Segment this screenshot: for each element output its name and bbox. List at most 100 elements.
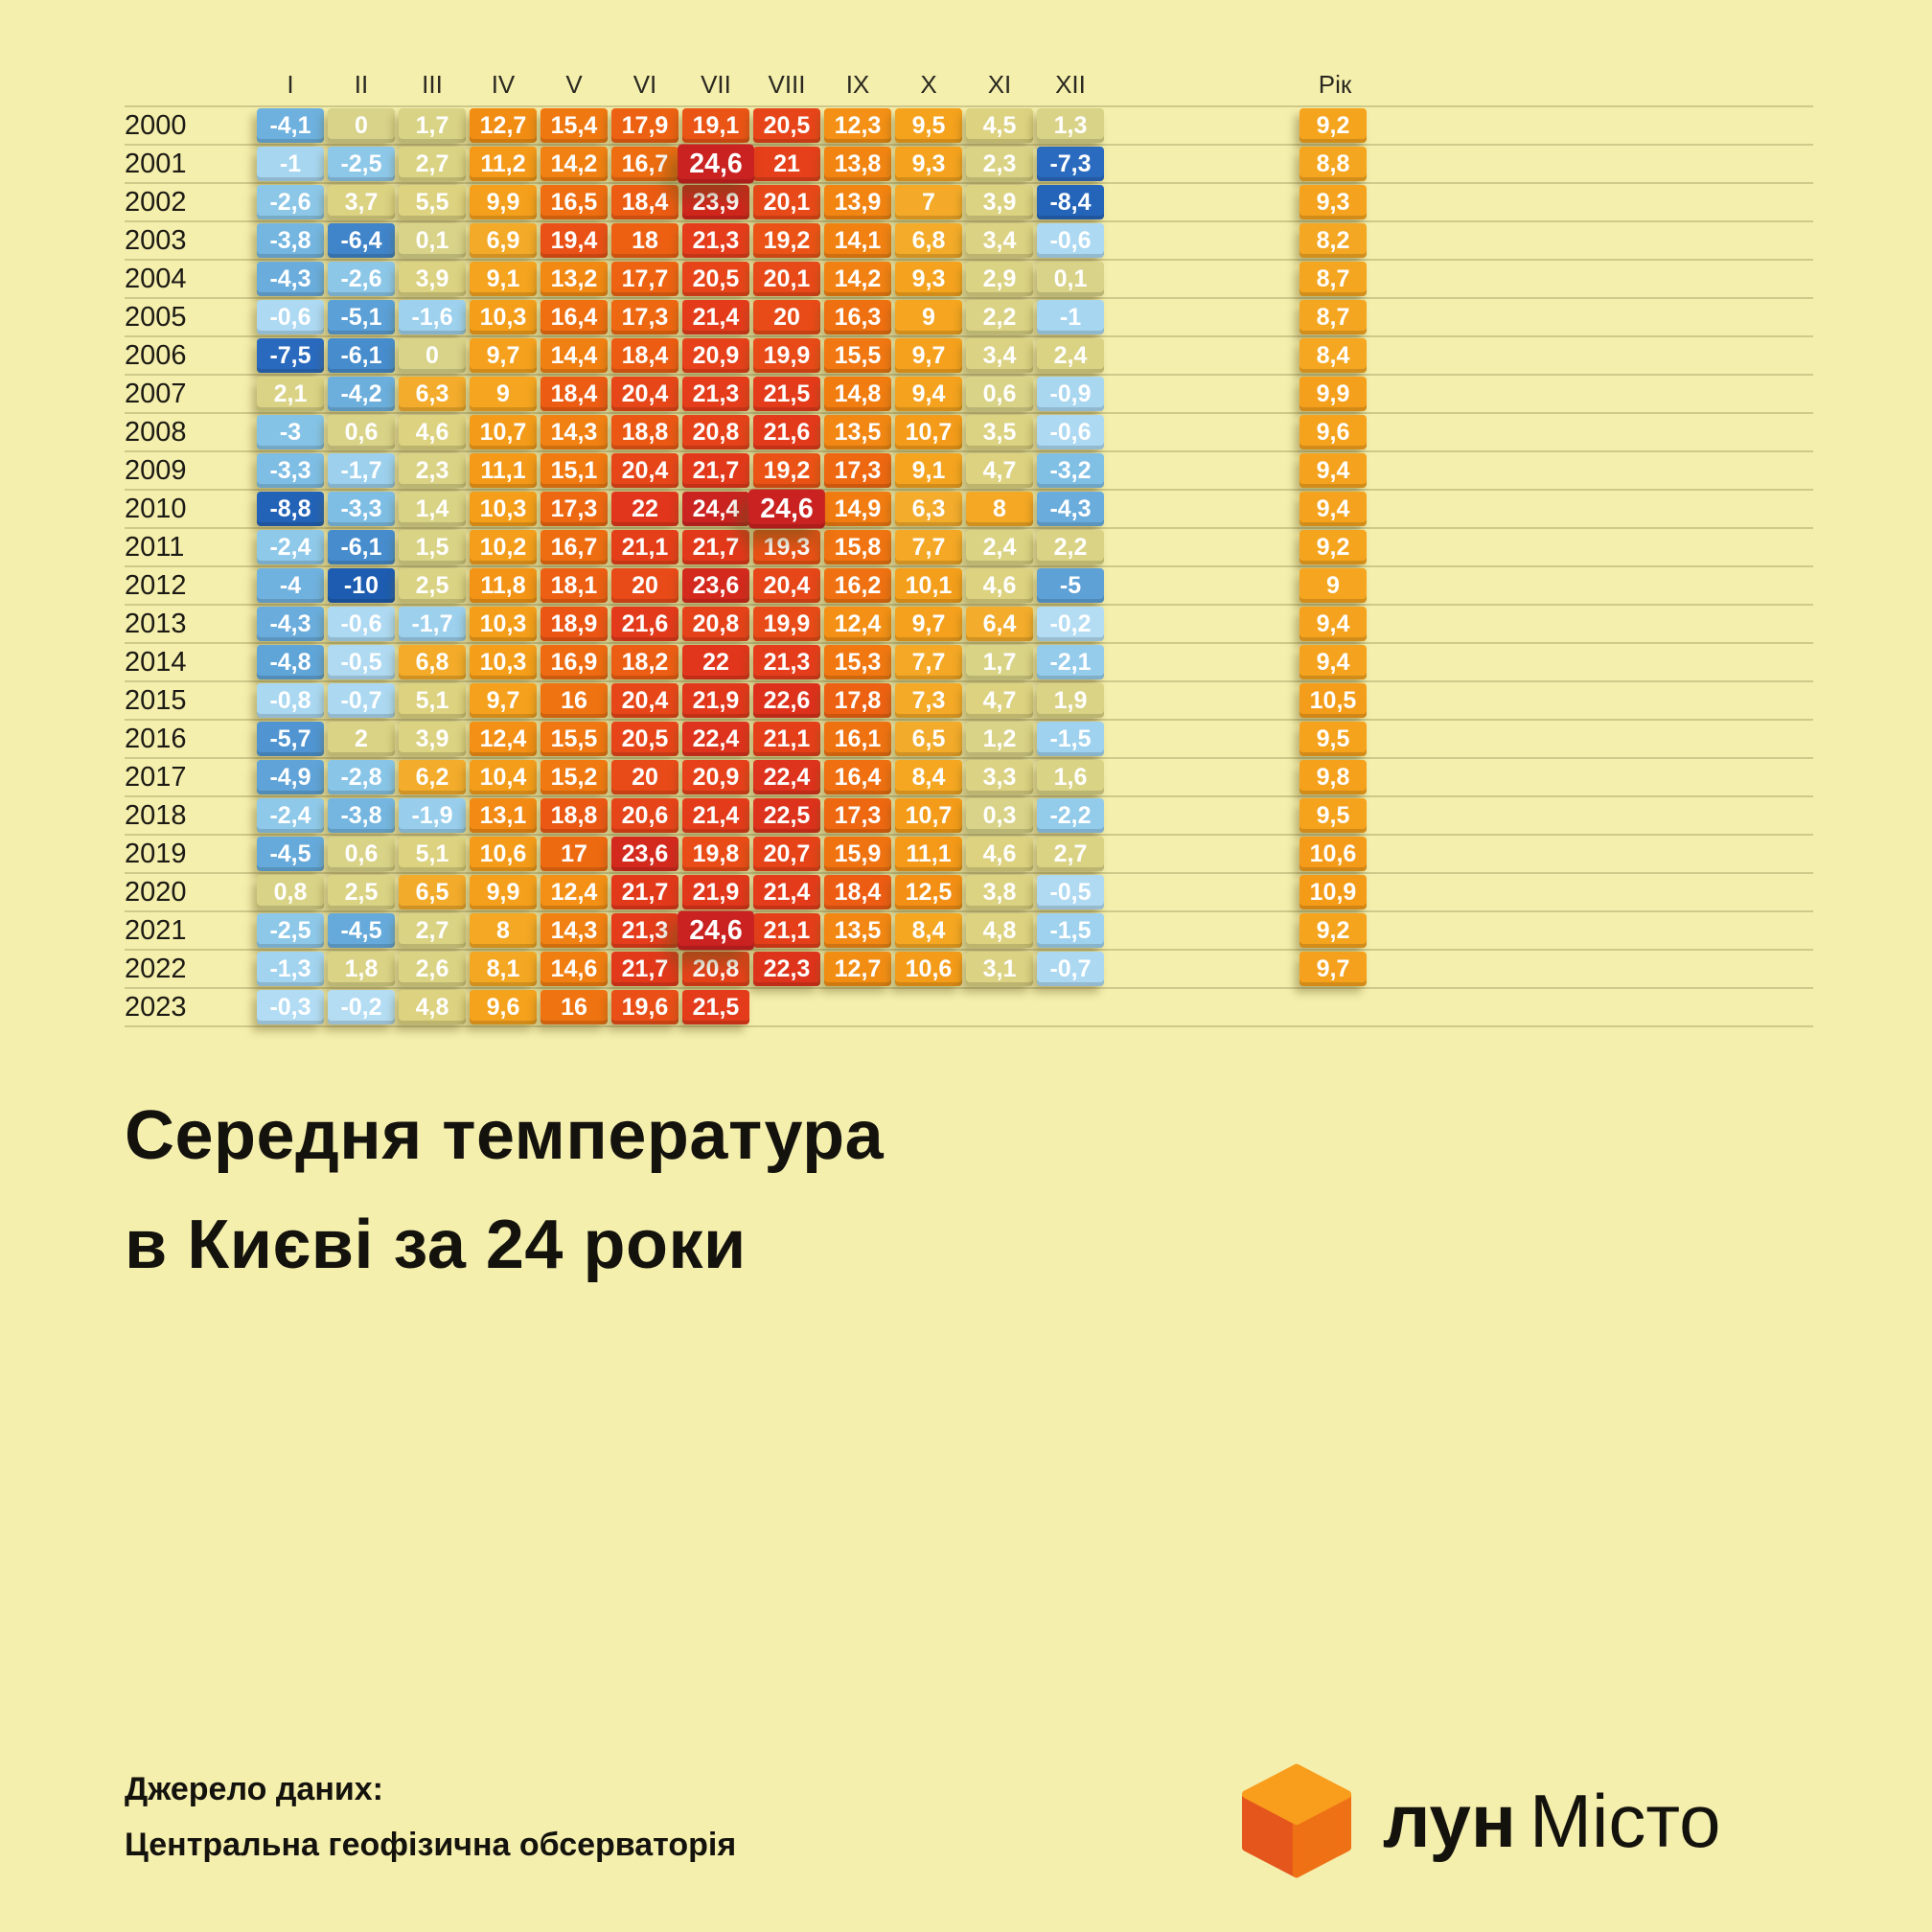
temp-cell: 19,4: [540, 223, 608, 258]
temp-cell: 19,9: [753, 338, 820, 373]
year-label: 2019: [125, 838, 187, 869]
month-cells: -4 -10 2,5 11,8 18,1 20 23,6 20,4 16,2 10,1 4,6 -5: [255, 568, 1106, 603]
temp-cell: -4,3: [1037, 492, 1104, 526]
month-cells: -5,7 2 3,9 12,4 15,5 20,5 22,4 21,1 16,1 6,5 1,2 -1…: [255, 722, 1106, 756]
temp-cell: 2,2: [966, 300, 1033, 334]
temp-cell: 1,4: [399, 492, 466, 526]
month-header: IX: [845, 69, 870, 99]
year-label: 2020: [125, 876, 187, 908]
temp-cell: 20,1: [753, 185, 820, 219]
temp-cell: 16,7: [540, 530, 608, 564]
temp-cell: 22,4: [753, 760, 820, 794]
year-average-cell: 10,6: [1300, 837, 1367, 871]
month-cells: -4,8 -0,5 6,8 10,3 16,9 18,2 22 21,3 15,3 7,7 1,7-…: [255, 645, 1106, 679]
temp-cell: 2,4: [966, 530, 1033, 564]
temp-cell: 10,7: [895, 415, 962, 449]
month-cells: -1,3 1,8 2,6 8,1 14,6 21,7 20,8 22,3 12,7 10,6 3,1…: [255, 952, 1106, 986]
month-cells: -2,6 3,7 5,5 9,9 16,5 18,4 23,9 20,1 13,9 7 3,9 -8,…: [255, 185, 1106, 219]
temp-cell: 18,4: [611, 185, 678, 219]
temp-cell: 4,7: [966, 683, 1033, 718]
year-average-cell: 9,4: [1300, 645, 1367, 679]
source-label: Джерело даних:: [125, 1771, 383, 1807]
temp-cell: 18,4: [611, 338, 678, 373]
temp-cell: 14,2: [540, 147, 608, 181]
temp-cell: 9,7: [470, 683, 537, 718]
temp-cell: 23,6: [611, 837, 678, 871]
year-row: 2004 -4,3 -2,6 3,9 9,1 13,2 17,7 20,5 20,1 14,2 9,…: [125, 261, 1813, 299]
temp-cell: 18: [611, 223, 678, 258]
temp-cell: 14,3: [540, 415, 608, 449]
temp-cell: 2,7: [399, 147, 466, 181]
temp-cell: 11,1: [470, 453, 537, 488]
temp-cell: -1,3: [257, 952, 324, 986]
temp-cell: 0: [399, 338, 466, 373]
temp-cell: 12,3: [824, 108, 891, 143]
month-cells: -2,4 -3,8 -1,9 13,1 18,8 20,6 21,4 22,5 17,3 10,7…: [255, 798, 1106, 833]
month-cells: -4,1 0 1,7 12,7 15,4 17,9 19,1 20,5 12,3 9,5 4,5 1,…: [255, 108, 1106, 143]
month-header: VIII: [768, 69, 806, 99]
temp-cell: 2,3: [399, 453, 466, 488]
temp-cell: 14,8: [824, 377, 891, 411]
temp-cell: 23,6: [682, 568, 749, 603]
temp-cell: 1,7: [399, 108, 466, 143]
temp-cell: -6,1: [328, 338, 395, 373]
logo-text: лун Місто: [1383, 1778, 1721, 1865]
temp-cell: -4,5: [257, 837, 324, 871]
temp-cell: 3,3: [966, 760, 1033, 794]
temp-cell: 20,4: [753, 568, 820, 603]
year-label: 2021: [125, 914, 187, 946]
temp-cell: -3,2: [1037, 453, 1104, 488]
month-header: XII: [1055, 69, 1086, 99]
year-average-cell: 10,5: [1300, 683, 1367, 718]
temp-cell: 21,5: [682, 990, 749, 1024]
temp-cell: 2,5: [399, 568, 466, 603]
temp-cell: 17,3: [540, 492, 608, 526]
temp-cell: 22: [682, 645, 749, 679]
temp-cell: 11,8: [470, 568, 537, 603]
year-row: 2006 -7,5 -6,1 0 9,7 14,4 18,4 20,9 19,9 15,5 9,7 3…: [125, 337, 1813, 376]
year-row: 2005 -0,6 -5,1 -1,6 10,3 16,4 17,3 21,4 20 16,3 9 2…: [125, 299, 1813, 337]
temp-cell: 9,1: [895, 453, 962, 488]
temp-cell: 15,3: [824, 645, 891, 679]
year-row: 2017 -4,9 -2,8 6,2 10,4 15,2 20 20,9 22,4 16,4 8,4…: [125, 759, 1813, 797]
temp-cell: -3,3: [257, 453, 324, 488]
temp-cell: -0,3: [257, 990, 324, 1024]
month-header: VI: [632, 69, 657, 99]
year-row: 2003 -3,8 -6,4 0,1 6,9 19,4 18 21,3 19,2 14,1 6,8 3…: [125, 222, 1813, 261]
month-cells: -3,3 -1,7 2,3 11,1 15,1 20,4 21,7 19,2 17,3 9,1 4,…: [255, 453, 1106, 488]
temp-cell: 16,2: [824, 568, 891, 603]
temp-cell: -0,7: [328, 683, 395, 718]
month-header: I: [287, 69, 294, 99]
temp-cell: 21,9: [682, 875, 749, 909]
temp-cell: 21,3: [611, 913, 678, 948]
year-label: 2003: [125, 224, 187, 256]
temp-cell: 7: [895, 185, 962, 219]
temp-cell: 4,8: [966, 913, 1033, 948]
temp-cell: 0,3: [966, 798, 1033, 833]
temp-cell: -0,8: [257, 683, 324, 718]
year-label: 2005: [125, 301, 187, 333]
temp-cell: -0,2: [1037, 607, 1104, 641]
temp-cell: 19,1: [682, 108, 749, 143]
temp-cell: 17,3: [824, 798, 891, 833]
temp-cell: 2,9: [966, 262, 1033, 296]
temp-cell: -2,1: [1037, 645, 1104, 679]
temp-cell: 14,6: [540, 952, 608, 986]
temp-cell: 24,6: [748, 489, 825, 529]
year-label: 2006: [125, 339, 187, 371]
temp-cell: 20,8: [682, 607, 749, 641]
temp-cell: -4,1: [257, 108, 324, 143]
source-name: Центральна геофізична обсерваторія: [125, 1827, 737, 1863]
year-label: 2002: [125, 186, 187, 218]
temp-cell: 14,9: [824, 492, 891, 526]
year-average-cell: [1300, 990, 1367, 1024]
year-column-header: Рік: [1318, 69, 1352, 99]
month-cells: -8,8 -3,3 1,4 10,3 17,3 22 24,4 24,6 14,9 6,3 8 -4,…: [255, 489, 1106, 529]
temp-cell: 12,5: [895, 875, 962, 909]
month-cells: -0,6 -5,1 -1,6 10,3 16,4 17,3 21,4 20 16,3 9 2,2 -1: [255, 300, 1106, 334]
temp-cell: 3,9: [966, 185, 1033, 219]
temp-cell: -1: [257, 147, 324, 181]
year-label: 2000: [125, 109, 187, 141]
temp-cell: 16,9: [540, 645, 608, 679]
year-label: 2015: [125, 684, 187, 716]
